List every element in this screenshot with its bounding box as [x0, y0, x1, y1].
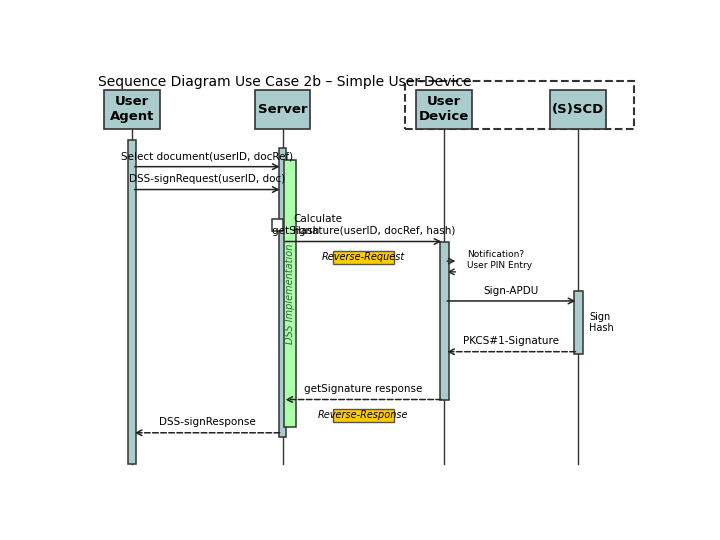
Text: DSS-signRequest(userID, doc): DSS-signRequest(userID, doc) — [129, 174, 285, 184]
Text: User
Device: User Device — [419, 96, 469, 124]
Text: User
Agent: User Agent — [109, 96, 154, 124]
Text: Server: Server — [258, 103, 307, 116]
Text: Notification?: Notification? — [467, 250, 523, 259]
Text: Reverse-Response: Reverse-Response — [318, 410, 409, 420]
Text: getSignature(userID, docRef, hash): getSignature(userID, docRef, hash) — [271, 226, 455, 236]
Text: Sign-APDU: Sign-APDU — [484, 286, 539, 295]
Bar — [272, 219, 283, 231]
Text: Reverse-Request: Reverse-Request — [322, 252, 405, 262]
Text: DSS Implementation: DSS Implementation — [285, 244, 294, 343]
Bar — [440, 241, 449, 400]
Text: Calculate
Hash: Calculate Hash — [293, 214, 342, 235]
Text: PKCS#1-Signature: PKCS#1-Signature — [463, 336, 559, 346]
Text: User PIN Entry: User PIN Entry — [467, 261, 532, 270]
Bar — [279, 148, 287, 437]
Bar — [416, 90, 472, 129]
Bar — [574, 292, 582, 354]
Text: Select document(userID, docRef): Select document(userID, docRef) — [121, 151, 293, 161]
Bar — [333, 251, 394, 264]
Text: getSignature response: getSignature response — [305, 384, 423, 394]
Bar — [284, 160, 296, 427]
Bar — [128, 140, 136, 464]
Text: Sequence Diagram Use Case 2b – Simple User-Device: Sequence Diagram Use Case 2b – Simple Us… — [99, 75, 472, 89]
Bar — [550, 90, 606, 129]
Bar — [333, 409, 394, 422]
Bar — [405, 82, 634, 129]
Text: DSS-signResponse: DSS-signResponse — [159, 417, 256, 427]
Bar — [255, 90, 310, 129]
Text: Sign
Hash: Sign Hash — [590, 312, 614, 333]
Text: (S)SCD: (S)SCD — [552, 103, 604, 116]
Bar — [104, 90, 160, 129]
